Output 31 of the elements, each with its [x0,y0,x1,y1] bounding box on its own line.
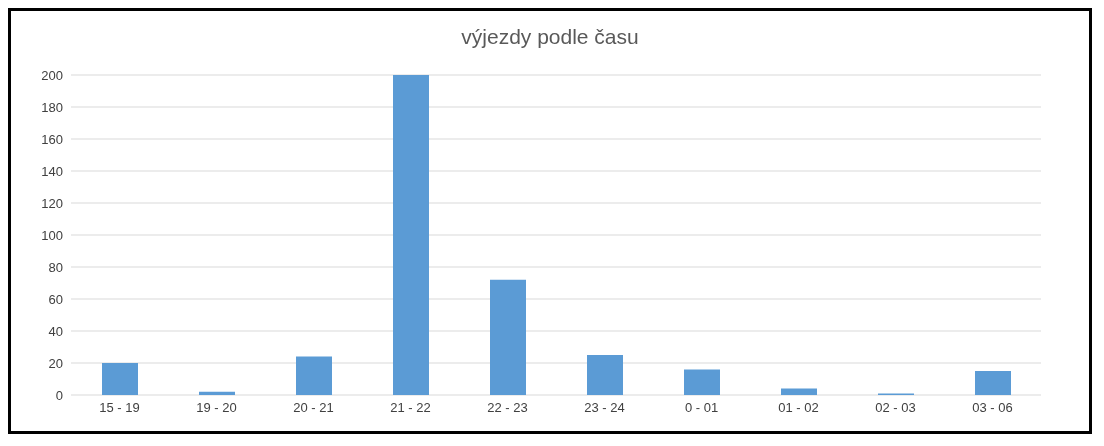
x-tick-label: 02 - 03 [875,400,916,416]
x-tick-label: 22 - 23 [487,400,528,416]
x-tick-label: 0 - 01 [684,400,719,416]
bar [393,75,429,395]
bar [975,371,1011,395]
y-tick-label: 160 [41,131,63,147]
bar [587,355,623,395]
x-tick-label: 01 - 02 [778,400,819,416]
bar [199,391,235,395]
bar [781,388,817,395]
y-tick-label: 20 [48,355,63,371]
bar [490,279,526,395]
y-tick-label: 0 [55,387,63,403]
x-tick-label: 21 - 22 [390,400,431,416]
bar [684,369,720,395]
x-tick-label: 19 - 20 [196,400,237,416]
y-tick-label: 40 [48,323,63,339]
x-tick-label: 03 - 06 [972,400,1013,416]
bar [102,363,138,395]
y-tick-label: 200 [41,67,63,83]
chart-title: výjezdy podle času [460,24,640,50]
y-tick-label: 100 [41,227,63,243]
y-tick-label: 120 [41,195,63,211]
y-tick-label: 180 [41,99,63,115]
x-tick-label: 23 - 24 [584,400,625,416]
x-tick-label: 20 - 21 [293,400,334,416]
y-tick-label: 60 [48,291,63,307]
bar [296,356,332,395]
y-tick-label: 140 [41,163,63,179]
y-tick-label: 80 [48,259,63,275]
x-tick-label: 15 - 19 [99,400,140,416]
